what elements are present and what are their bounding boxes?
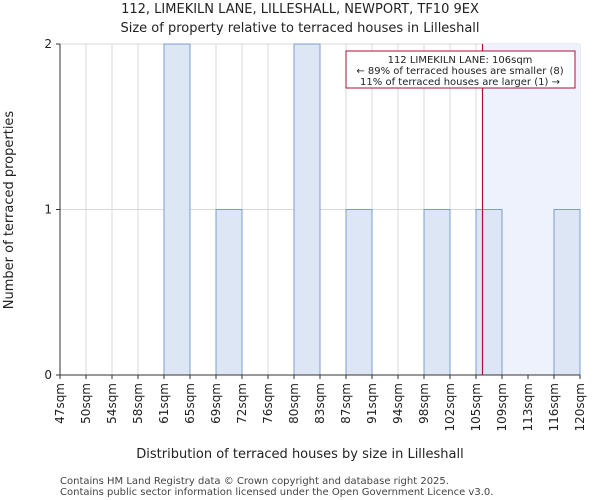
x-tick-label-47sqm: 47sqm [53,383,67,424]
x-tick-label-105sqm: 105sqm [469,383,483,431]
x-tick-label-102sqm: 102sqm [443,383,457,431]
x-tick-label-109sqm: 109sqm [495,383,509,431]
y-tick-label-0: 0 [44,368,52,382]
x-tick-label-54sqm: 54sqm [105,383,119,424]
x-tick-label-87sqm: 87sqm [339,383,353,424]
annotation-line-3: 11% of terraced houses are larger (1) → [360,77,560,88]
x-tick-label-65sqm: 65sqm [183,383,197,424]
chart-title-line-1: 112, LIMEKILN LANE, LILLESHALL, NEWPORT,… [121,2,479,17]
x-tick-label-61sqm: 61sqm [157,383,171,424]
bar-87sqm [345,209,373,376]
y-axis-label: Number of terraced properties [2,111,17,310]
annotation-frame [345,50,576,89]
x-tick-label-116sqm: 116sqm [547,383,561,431]
y-tick-label-2: 2 [44,37,52,51]
x-tick-label-94sqm: 94sqm [391,383,405,424]
x-tick-label-83sqm: 83sqm [313,383,327,424]
chart-title-line-2: Size of property relative to terraced ho… [120,21,479,36]
x-tick-label-91sqm: 91sqm [365,383,379,424]
annotation-line-2: ← 89% of terraced houses are smaller (8) [356,66,563,77]
x-tick-label-72sqm: 72sqm [235,383,249,424]
bar-116sqm [553,209,581,376]
x-tick-labels: 47sqm 50sqm 54sqm 58sqm 61sqm 65sqm 69sqm 72sqm… [53,375,587,431]
footer-line-2: Contains public sector information licen… [60,487,493,498]
y-tick-labels: 0 1 2 [44,37,60,382]
footer-line-1: Contains HM Land Registry data © Crown c… [60,476,449,487]
bars [163,43,581,376]
y-tick-label-1: 1 [44,203,52,217]
x-tick-label-58sqm: 58sqm [131,383,145,424]
x-tick-label-113sqm: 113sqm [521,383,535,431]
x-tick-label-120sqm: 120sqm [573,383,587,431]
annotation-box: 112 LIMEKILN LANE: 106sqm ← 89% of terra… [345,50,576,89]
x-tick-label-50sqm: 50sqm [79,383,93,424]
annotation-line-1: 112 LIMEKILN LANE: 106sqm [388,55,533,66]
bar-80sqm [293,43,321,376]
bar-105sqm [475,209,503,376]
bar-98sqm [423,209,451,376]
bar-61sqm [163,43,191,376]
x-axis-label: Distribution of terraced houses by size … [136,447,463,462]
x-tick-label-98sqm: 98sqm [417,383,431,424]
x-tick-label-69sqm: 69sqm [209,383,223,424]
x-tick-label-76sqm: 76sqm [261,383,275,424]
x-tick-label-80sqm: 80sqm [287,383,301,424]
bar-69sqm [215,209,243,376]
